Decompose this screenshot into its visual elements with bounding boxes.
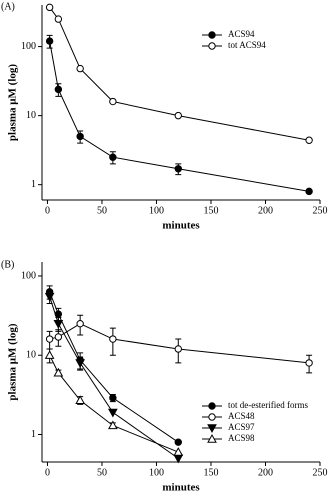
x-tick-label: 250 <box>313 467 328 478</box>
point <box>45 3 54 12</box>
point <box>173 447 184 456</box>
y-axis-label: plasma μM (log) <box>7 64 19 141</box>
point <box>109 97 117 106</box>
y-tick-label: 10 <box>26 110 36 121</box>
y-tick-label: 10 <box>26 350 36 361</box>
point <box>174 438 182 446</box>
y-axis-label: plasma μM (log) <box>7 323 19 400</box>
point <box>305 136 313 144</box>
point <box>44 350 55 359</box>
point <box>75 359 86 368</box>
legend-marker <box>207 424 217 434</box>
point <box>76 132 84 141</box>
panel-label: (A) <box>1 1 15 12</box>
x-axis-label: minutes <box>162 220 200 232</box>
series-line <box>49 355 179 453</box>
x-tick-label: 200 <box>258 205 273 216</box>
series-line <box>49 323 310 364</box>
point <box>108 408 118 418</box>
legend-marker <box>208 413 216 421</box>
point <box>108 420 118 430</box>
x-tick-label: 0 <box>45 467 50 478</box>
panel-label: (B) <box>1 259 14 270</box>
point <box>75 395 86 405</box>
legend-marker <box>208 31 216 39</box>
point <box>305 187 313 196</box>
point <box>109 394 117 402</box>
y-tick-label: 1 <box>31 179 36 190</box>
point <box>305 359 313 367</box>
point <box>76 319 84 328</box>
x-tick-label: 200 <box>258 467 273 478</box>
point <box>53 367 64 377</box>
x-tick-label: 100 <box>149 467 164 478</box>
point <box>45 37 54 45</box>
series-line <box>49 7 310 141</box>
x-tick-label: 250 <box>313 205 328 216</box>
legend-label: ACS97 <box>228 422 255 432</box>
point <box>109 335 117 343</box>
legend-label: ACS98 <box>228 433 255 443</box>
point <box>109 153 117 161</box>
legend-marker <box>208 402 216 410</box>
point <box>54 333 63 341</box>
point <box>174 165 182 173</box>
point <box>54 85 63 94</box>
point <box>54 15 63 23</box>
point <box>76 64 84 73</box>
legend-label: tot ACS94 <box>228 40 266 50</box>
y-tick-label: 100 <box>21 270 36 281</box>
point <box>174 345 182 353</box>
x-tick-label: 50 <box>97 205 107 216</box>
legend-marker <box>208 42 216 50</box>
legend-label: ACS94 <box>228 29 255 39</box>
series-line <box>49 291 179 443</box>
y-tick-label: 100 <box>21 41 36 52</box>
point <box>53 319 64 329</box>
x-axis-label: minutes <box>162 482 200 494</box>
y-tick-label: 1 <box>31 429 36 440</box>
point <box>174 111 182 120</box>
legend-label: tot de-esterified forms <box>228 400 308 410</box>
series-line <box>49 296 179 459</box>
x-tick-label: 150 <box>203 205 218 216</box>
point <box>44 292 55 302</box>
x-tick-label: 100 <box>149 205 164 216</box>
series-line <box>49 41 310 192</box>
x-tick-label: 50 <box>97 467 107 478</box>
x-tick-label: 150 <box>203 467 218 478</box>
x-tick-label: 0 <box>45 205 50 216</box>
legend-label: ACS48 <box>228 411 255 421</box>
point <box>173 454 184 464</box>
point <box>45 335 54 343</box>
legend-marker <box>207 433 217 443</box>
